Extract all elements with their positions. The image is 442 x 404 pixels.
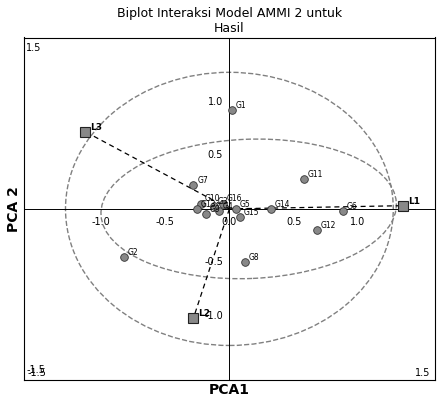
Text: 0.0: 0.0 (222, 217, 237, 227)
Title: Biplot Interaksi Model AMMI 2 untuk
Hasil: Biplot Interaksi Model AMMI 2 untuk Hasi… (117, 7, 342, 35)
Text: -1.0: -1.0 (204, 311, 223, 321)
Text: G9: G9 (210, 205, 221, 214)
Text: -0.5: -0.5 (156, 217, 175, 227)
Text: G15: G15 (244, 208, 259, 217)
X-axis label: PCA1: PCA1 (209, 383, 250, 397)
Text: G6: G6 (347, 202, 357, 211)
Text: -1.5: -1.5 (26, 364, 45, 375)
Text: -1.5: -1.5 (27, 368, 46, 378)
Text: G5: G5 (240, 200, 251, 209)
Text: 0.5: 0.5 (286, 217, 301, 227)
Text: 1.0: 1.0 (351, 217, 366, 227)
Text: G13: G13 (201, 200, 217, 209)
Text: G10: G10 (205, 194, 221, 203)
Text: G1: G1 (236, 101, 247, 110)
Text: G3: G3 (218, 196, 229, 206)
Text: L1: L1 (408, 196, 420, 206)
Text: 1.5: 1.5 (415, 368, 430, 378)
Text: 1.5: 1.5 (26, 43, 42, 53)
Text: -0.5: -0.5 (204, 257, 223, 267)
Text: G4: G4 (223, 202, 234, 211)
Text: G16: G16 (227, 194, 242, 203)
Text: -1.0: -1.0 (91, 217, 110, 227)
Text: 1.0: 1.0 (208, 97, 223, 107)
Text: G11: G11 (308, 170, 323, 179)
Text: L2: L2 (198, 309, 210, 318)
Text: 0.5: 0.5 (208, 150, 223, 160)
Text: G8: G8 (249, 253, 259, 262)
Text: G14: G14 (274, 200, 290, 209)
Text: G7: G7 (197, 176, 208, 185)
Text: L3: L3 (91, 123, 103, 132)
Text: G12: G12 (320, 221, 336, 230)
Y-axis label: PCA 2: PCA 2 (7, 186, 21, 232)
Text: G2: G2 (128, 248, 138, 257)
